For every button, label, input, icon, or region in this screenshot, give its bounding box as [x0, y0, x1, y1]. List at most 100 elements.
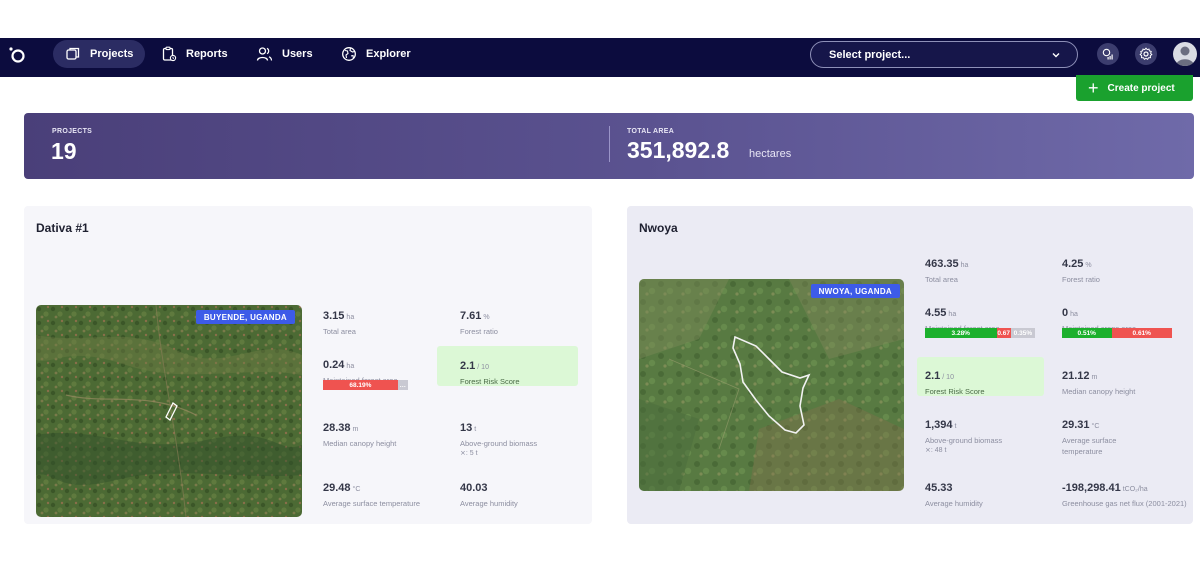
nav-item-explorer[interactable]: Explorer	[329, 40, 423, 68]
metric-value: 2.1	[925, 370, 941, 382]
metric-unit: ha	[948, 311, 957, 318]
projects-count-value: 19	[51, 138, 77, 164]
metric-label: Forest ratio	[460, 327, 498, 336]
metric-risk-score: 2.1/ 10 Forest Risk Score	[460, 356, 580, 387]
bar-segment: …	[397, 380, 408, 390]
metric-humidity: 40.03 Average humidity	[460, 478, 580, 509]
project-title: Nwoya	[639, 221, 678, 235]
metric-forest-ratio: 7.61% Forest ratio	[460, 306, 580, 337]
chevron-down-icon	[1052, 53, 1060, 58]
projects-icon	[66, 47, 80, 60]
nav-item-label: Reports	[186, 48, 228, 60]
bar-segment: 68.19%	[323, 380, 398, 390]
bar-segment: 0.61%	[1111, 328, 1172, 338]
metric-unit: %	[483, 314, 490, 321]
metric-value: -198,298.41	[1062, 482, 1121, 494]
metric-unit: ha	[346, 363, 355, 370]
summary-banner: PROJECTS 19 TOTAL AREA 351,892.8 hectare…	[24, 113, 1194, 179]
metric-value: 4.25	[1062, 258, 1084, 270]
metric-label: Above-ground biomass	[460, 439, 538, 448]
metric-label: Median canopy height	[323, 439, 397, 448]
nav-item-projects[interactable]: Projects	[53, 40, 146, 68]
bar-segment: 0.67	[996, 328, 1011, 338]
reports-icon	[162, 46, 177, 62]
metric-value: 0	[1062, 307, 1069, 319]
metric-unit: t	[474, 426, 477, 433]
metric-label: Forest Risk Score	[925, 387, 985, 396]
project-select[interactable]: Select project...	[810, 41, 1078, 68]
metric-total-area: 463.35 ha Total area	[925, 254, 1045, 285]
user-avatar-icon	[1176, 46, 1194, 66]
metric-unit: ha	[960, 262, 969, 269]
metric-unit: °C	[1091, 423, 1100, 430]
metric-unit: %	[1085, 262, 1092, 269]
metric-total-area: 3.15 ha Total area	[323, 306, 443, 337]
metric-value: 0.24	[323, 359, 345, 371]
metric-canopy-height: 28.38 m Median canopy height	[323, 418, 443, 449]
metric-label: Average humidity	[925, 499, 983, 508]
create-project-button[interactable]: + Create project	[1076, 75, 1193, 101]
total-area-value: 351,892.8	[627, 137, 730, 163]
metric-unit: m	[1091, 374, 1098, 381]
location-tag: NWOYA, UGANDA	[810, 284, 900, 298]
avatar[interactable]	[1173, 42, 1197, 66]
maintained-forest-bar: 3.28% 0.67 0.35%	[925, 328, 1035, 338]
metric-label: Average surface temperature	[1062, 436, 1117, 456]
location-tag: BUYENDE, UGANDA	[195, 310, 295, 324]
metric-value: 7.61	[460, 310, 482, 322]
metric-humidity: 45.33 Average humidity	[925, 478, 1045, 509]
bar-segment: 0.51%	[1062, 328, 1112, 338]
nav-item-label: Projects	[90, 48, 134, 60]
project-map[interactable]: NWOYA, UGANDA	[639, 279, 904, 491]
nav-item-users[interactable]: Users	[244, 40, 325, 68]
satellite-map	[36, 305, 302, 517]
metric-risk-score: 2.1/ 10 Forest Risk Score	[925, 366, 1045, 397]
metric-unit: ha	[1070, 311, 1078, 318]
metric-unit: t	[954, 423, 957, 430]
total-area-label: TOTAL AREA	[627, 128, 675, 135]
metric-value: 2.1	[460, 360, 476, 372]
metric-value: 463.35	[925, 258, 959, 270]
project-title: Dativa #1	[36, 221, 89, 235]
metric-label: Total area	[925, 275, 958, 284]
project-card-nwoya[interactable]: Nwoya NWOYA, UGANDA 463.35 ha Total area	[627, 206, 1193, 524]
maintained-forest-bar: 68.19%…	[323, 380, 433, 390]
bar-segment: 3.28%	[925, 328, 997, 338]
create-project-label: Create project	[1107, 82, 1175, 94]
stats-button[interactable]	[1097, 43, 1119, 65]
nav-item-reports[interactable]: Reports	[149, 40, 240, 68]
risk-score-box	[917, 357, 1044, 396]
metric-value: 45.33	[925, 482, 953, 494]
metric-label: Above-ground biomass	[925, 436, 1003, 445]
nav-item-label: Explorer	[366, 48, 411, 60]
project-map[interactable]: BUYENDE, UGANDA	[36, 305, 302, 517]
metric-canopy-height: 21.12 m Median canopy height	[1062, 366, 1182, 397]
metric-value: 40.03	[460, 482, 488, 494]
plus-icon: +	[1088, 78, 1099, 98]
maintained-crops-bar: 0.51% 0.61%	[1062, 328, 1172, 338]
metric-label: Average humidity	[460, 499, 518, 508]
risk-score-box	[437, 346, 578, 386]
metric-value: 1,394	[925, 419, 953, 431]
satellite-map	[639, 279, 904, 491]
metric-label: Total area	[323, 327, 356, 336]
project-card-dativa[interactable]: Dativa #1 BUYENDE, UGANDA 3.15 ha Total	[24, 206, 592, 524]
metric-value: 29.31	[1062, 419, 1090, 431]
metric-biomass: 1,394 t Above-ground biomass ⨯: 48 t	[925, 415, 1045, 454]
metric-unit: / 10	[477, 364, 489, 371]
stats-icon	[1102, 48, 1113, 60]
metric-value: 4.55	[925, 307, 947, 319]
metric-value: 3.15	[323, 310, 345, 322]
settings-button[interactable]	[1135, 43, 1157, 65]
metric-label: Average surface temperature	[323, 499, 420, 508]
logo-icon[interactable]	[8, 46, 26, 64]
metric-unit: m	[352, 426, 359, 433]
metric-sublabel: ⨯: 5 t	[460, 450, 478, 457]
metric-ghg-flux: -198,298.41 tCO₂/ha Greenhouse gas net fl…	[1062, 478, 1187, 509]
metric-biomass: 13 t Above-ground biomass ⨯: 5 t	[460, 418, 580, 457]
metric-temperature: 29.48 °C Average surface temperature	[323, 478, 423, 509]
projects-count-label: PROJECTS	[52, 128, 93, 135]
metric-label: Median canopy height	[1062, 387, 1136, 396]
metric-value: 28.38	[323, 422, 351, 434]
total-area-unit: hectares	[749, 148, 792, 160]
